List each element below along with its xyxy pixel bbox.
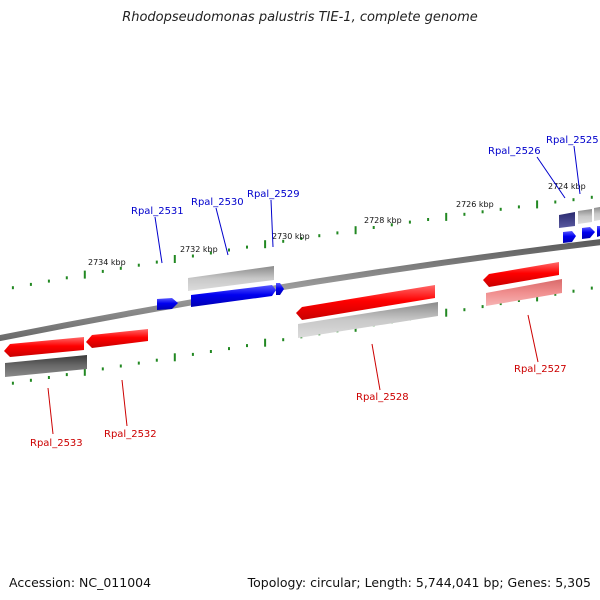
- scale-label-2734: 2734 kbp: [88, 258, 126, 267]
- gene-Rpal_2529[interactable]: [276, 283, 284, 295]
- gene-outer-gray-2525[interactable]: [578, 209, 592, 224]
- gene-label-Rpal_2526[interactable]: Rpal_2526: [488, 146, 541, 157]
- gene-inner-dark-2533[interactable]: [5, 355, 87, 377]
- gene-outer-gray-2530[interactable]: [188, 266, 274, 291]
- gene-Rpal_2533[interactable]: [4, 337, 84, 357]
- gene-label-Rpal_2532[interactable]: Rpal_2532: [104, 429, 157, 440]
- gene-inner-pink-2527[interactable]: [486, 279, 562, 306]
- gene-label-Rpal_2533[interactable]: Rpal_2533: [30, 438, 83, 449]
- callout-line-Rpal_2526: [536, 156, 566, 199]
- gene-Rpal_2528[interactable]: [296, 285, 435, 320]
- callout-line-Rpal_2532: [121, 379, 128, 427]
- gene-Rpal_2526[interactable]: [563, 231, 576, 243]
- gene-label-Rpal_2531[interactable]: Rpal_2531: [131, 206, 184, 217]
- gene-partial-forward[interactable]: [597, 226, 600, 237]
- scale-label-2732: 2732 kbp: [180, 245, 218, 254]
- gene-label-Rpal_2527[interactable]: Rpal_2527: [514, 364, 567, 375]
- gene-outer-navy-2526[interactable]: [559, 212, 575, 228]
- gene-Rpal_2525[interactable]: [582, 227, 595, 239]
- scale-label-2730: 2730 kbp: [272, 232, 310, 241]
- gene-Rpal_2531[interactable]: [157, 298, 178, 310]
- callout-line-Rpal_2527: [527, 314, 539, 363]
- scale-label-2728: 2728 kbp: [364, 216, 402, 225]
- callout-line-Rpal_2533: [47, 387, 54, 435]
- gene-label-Rpal_2528[interactable]: Rpal_2528: [356, 392, 409, 403]
- gene-Rpal_2532[interactable]: [86, 329, 148, 348]
- genome-summary-text: Topology: circular; Length: 5,744,041 bp…: [247, 575, 591, 590]
- scale-label-2724: 2724 kbp: [548, 182, 586, 191]
- callout-line-Rpal_2529: [270, 199, 274, 248]
- map-title: Rhodopseudomonas palustris TIE-1, comple…: [122, 10, 478, 25]
- gene-Rpal_2527[interactable]: [483, 262, 559, 287]
- gene-inner-gray-2528[interactable]: [298, 302, 438, 338]
- callout-line-Rpal_2530: [215, 207, 229, 256]
- callout-line-Rpal_2528: [371, 343, 381, 391]
- gene-Rpal_2530[interactable]: [191, 285, 276, 307]
- outer-scale-ticks: [11, 195, 593, 290]
- gene-label-Rpal_2530[interactable]: Rpal_2530: [191, 197, 244, 208]
- gene-label-Rpal_2525[interactable]: Rpal_2525: [546, 135, 599, 146]
- gene-label-Rpal_2529[interactable]: Rpal_2529: [247, 189, 300, 200]
- accession-text: Accession: NC_011004: [9, 575, 152, 590]
- gene-outer-gray-partial[interactable]: [594, 207, 600, 221]
- callout-line-Rpal_2525: [573, 145, 581, 195]
- genome-backbone: [0, 239, 600, 342]
- callout-line-Rpal_2531: [154, 216, 163, 264]
- scale-label-2726: 2726 kbp: [456, 200, 494, 209]
